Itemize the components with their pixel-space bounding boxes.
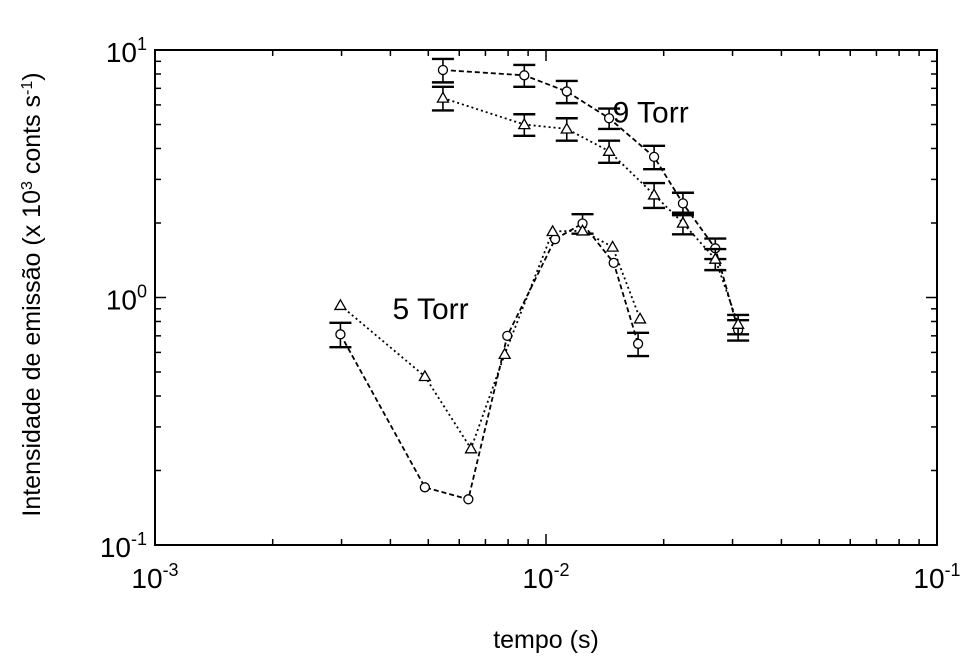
data-point-circle [632, 338, 644, 349]
annotation-1: 5 Torr [393, 293, 469, 326]
annotation-0: 9 Torr [613, 96, 689, 129]
data-point-triangle [676, 216, 690, 228]
series-3 [333, 223, 647, 454]
data-point-circle [603, 113, 615, 124]
series-1 [431, 85, 750, 336]
annotations: 9 Torr 5 Torr [393, 96, 689, 325]
y-axis-label-unit: conts s [18, 95, 46, 181]
data-point-triangle [418, 369, 432, 382]
y-tick-label: 101 [106, 34, 147, 68]
plot-frame [154, 49, 938, 546]
y-axis-label-exp: 3 [19, 181, 36, 190]
series-line [339, 229, 641, 451]
data-point-circle [502, 330, 513, 341]
data-point-triangle [517, 117, 531, 130]
data-point-circle [519, 70, 530, 81]
y-axis-label: Intensidade de emissão (x 103 conts s-1) [18, 72, 46, 516]
data-point-triangle [647, 187, 661, 200]
data-point-triangle [333, 298, 348, 311]
data-point-circle [561, 86, 572, 97]
data-point-triangle [731, 317, 745, 329]
series-0 [431, 57, 750, 342]
data-point-triangle [546, 224, 560, 237]
data-point-triangle [436, 91, 450, 103]
series-layer [329, 57, 750, 505]
data-point-circle [437, 64, 449, 76]
data-point-triangle [605, 240, 620, 252]
data-point-circle [677, 198, 689, 209]
x-tick-label: 10-1 [913, 560, 960, 594]
y-tick-label: 100 [106, 282, 147, 316]
data-point-triangle [464, 441, 478, 454]
data-point-triangle [602, 144, 616, 156]
x-tick-label: 10-3 [131, 560, 178, 594]
data-point-circle [648, 151, 660, 163]
y-tick-label: 10-1 [100, 529, 147, 563]
y-axis-label-close: ) [18, 72, 46, 80]
data-point-circle [419, 482, 431, 493]
data-point-triangle [575, 223, 590, 236]
series-line [442, 97, 739, 325]
data-point-triangle [708, 252, 722, 264]
data-point-circle [463, 494, 474, 505]
x-axis-label: tempo (s) [493, 626, 599, 654]
y-axis-label-main: Intensidade de emissão (x 10 [18, 190, 46, 517]
data-point-triangle [560, 122, 574, 134]
tick-labels: 10-3 10-2 10-1 10-1 100 101 [100, 34, 961, 594]
data-point-circle [335, 329, 346, 340]
data-point-circle [608, 257, 619, 269]
series-line [442, 69, 739, 331]
data-point-triangle [498, 347, 512, 359]
y-axis-label-exp2: -1 [19, 81, 36, 95]
series-line [339, 222, 639, 501]
x-tick-label: 10-2 [522, 560, 569, 594]
series-2 [329, 213, 650, 505]
ticks [154, 50, 937, 546]
data-point-triangle [633, 312, 647, 324]
